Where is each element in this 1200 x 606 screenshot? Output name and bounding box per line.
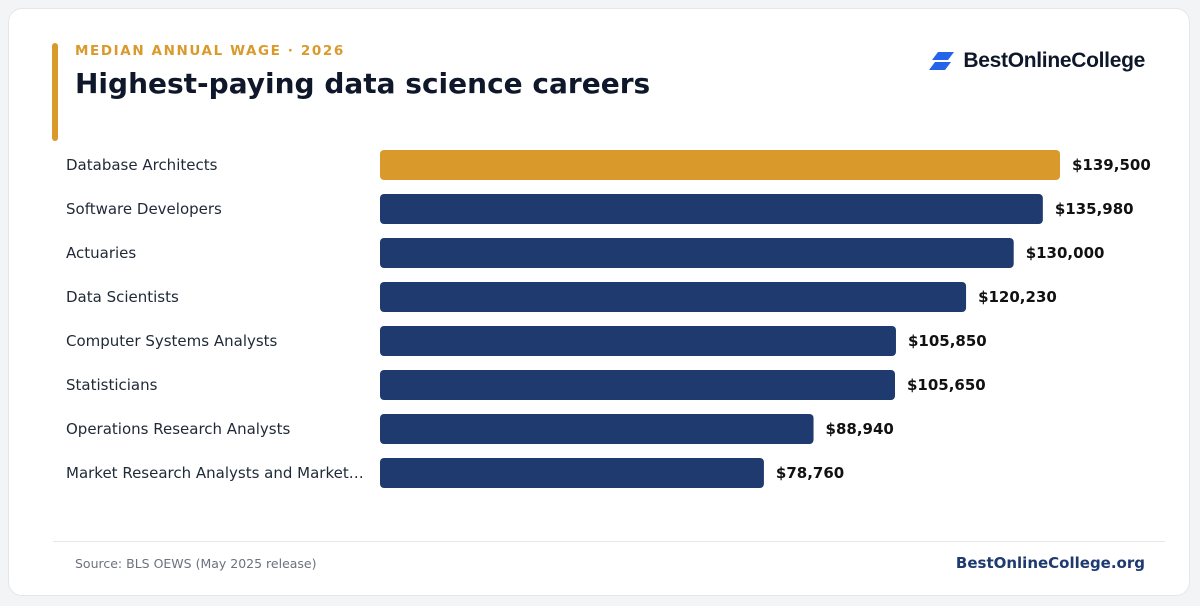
accent-bar (52, 43, 58, 141)
footer-divider (53, 541, 1165, 542)
value-label: $105,650 (907, 376, 986, 394)
value-label: $88,940 (826, 420, 894, 438)
category-label: Database Architects (66, 156, 218, 174)
category-label: Software Developers (66, 200, 222, 218)
chart-card: MEDIAN ANNUAL WAGE · 2026 Highest-paying… (8, 8, 1190, 596)
brand-logo[interactable]: BestOnlineCollege (929, 49, 1145, 73)
category-label: Data Scientists (66, 288, 179, 306)
bar[interactable] (380, 238, 1014, 268)
value-label: $130,000 (1026, 244, 1105, 262)
footer-site-link[interactable]: BestOnlineCollege.org (955, 554, 1145, 572)
category-label: Market Research Analysts and Market… (66, 464, 364, 482)
bar[interactable] (380, 458, 764, 488)
source-note: Source: BLS OEWS (May 2025 release) (75, 556, 317, 571)
value-label: $78,760 (776, 464, 844, 482)
category-label: Statisticians (66, 376, 158, 394)
value-label: $135,980 (1055, 200, 1134, 218)
category-label: Actuaries (66, 244, 136, 262)
value-label: $105,850 (908, 332, 987, 350)
bar[interactable] (380, 282, 967, 312)
brand-name: BestOnlineCollege (963, 49, 1145, 72)
bar[interactable] (380, 326, 896, 356)
value-label: $120,230 (978, 288, 1057, 306)
chart-eyebrow: MEDIAN ANNUAL WAGE · 2026 (75, 43, 345, 59)
category-label: Operations Research Analysts (66, 420, 291, 438)
value-label: $139,500 (1072, 156, 1151, 174)
bar[interactable] (380, 150, 1060, 180)
chart-title: Highest-paying data science careers (75, 67, 651, 100)
bar[interactable] (380, 414, 814, 444)
bar[interactable] (380, 194, 1043, 224)
category-label: Computer Systems Analysts (66, 332, 278, 350)
brand-logo-icon (929, 52, 955, 70)
bar[interactable] (380, 370, 895, 400)
